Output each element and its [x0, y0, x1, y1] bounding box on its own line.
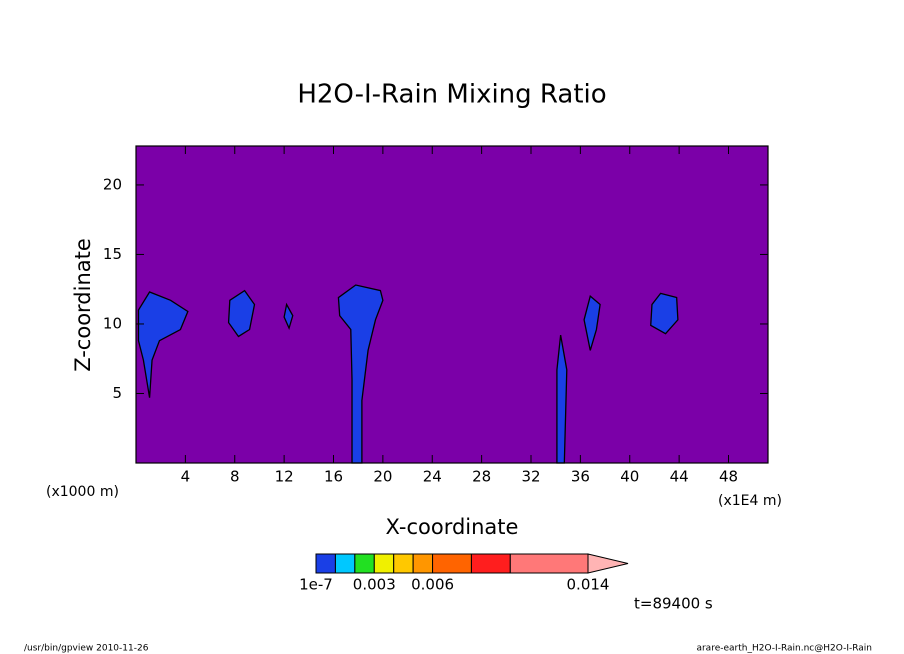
x-tick-label: 44	[670, 468, 689, 486]
y-tick-label: 20	[103, 175, 122, 193]
colorbar-label: 0.014	[567, 576, 610, 594]
colorbar-box	[393, 553, 414, 574]
x-unit-left: (x1000 m)	[46, 484, 119, 500]
time-label: t=89400 s	[634, 595, 713, 613]
x-unit-right: (x1E4 m)	[718, 493, 782, 509]
x-tick-label: 16	[324, 468, 343, 486]
x-tick-label: 8	[230, 468, 240, 486]
colorbar-box	[315, 553, 336, 574]
colorbar-label: 0.003	[353, 576, 396, 594]
footer-left: /usr/bin/gpview 2010-11-26	[24, 644, 149, 654]
x-tick-label: 36	[571, 468, 590, 486]
colorbar-extension	[587, 553, 629, 574]
colorbar-box	[470, 553, 511, 574]
x-axis-label: X-coordinate	[386, 515, 519, 539]
colorbar-label: 1e-7	[299, 576, 333, 594]
contour-region	[227, 289, 256, 338]
colorbar-label: 0.006	[411, 576, 454, 594]
contour-region	[137, 291, 189, 398]
x-tick-label: 48	[719, 468, 738, 486]
x-tick-label: 12	[275, 468, 294, 486]
y-tick-label: 10	[103, 314, 122, 332]
x-tick-label: 28	[472, 468, 491, 486]
y-axis-label: Z-coordinate	[71, 238, 95, 372]
colorbar-box	[334, 553, 356, 574]
chart-title: H2O-I-Rain Mixing Ratio	[297, 80, 606, 110]
y-tick-label: 5	[112, 384, 122, 402]
colorbar-box	[432, 553, 472, 574]
colorbar-box	[509, 553, 589, 574]
plot-frame	[135, 145, 769, 464]
contour-region	[583, 294, 601, 351]
x-tick-label: 40	[620, 468, 639, 486]
x-tick-label: 24	[423, 468, 442, 486]
x-tick-label: 32	[521, 468, 540, 486]
x-tick-label: 20	[373, 468, 392, 486]
colorbar-box	[373, 553, 395, 574]
colorbar-box	[412, 553, 434, 574]
contour-region	[283, 302, 294, 331]
x-tick-label: 4	[181, 468, 191, 486]
contour-region	[650, 292, 679, 335]
footer-right: arare-earth_H2O-I-Rain.nc@H2O-I-Rain	[696, 644, 872, 654]
contour-region	[337, 284, 384, 464]
colorbar-box	[354, 553, 375, 574]
y-tick-label: 15	[103, 245, 122, 263]
